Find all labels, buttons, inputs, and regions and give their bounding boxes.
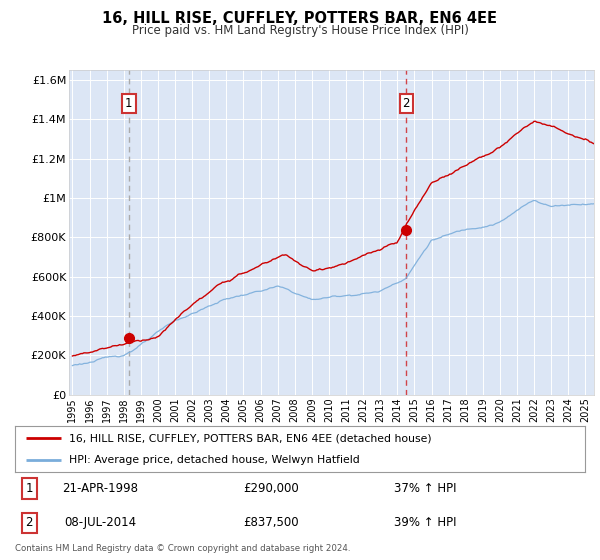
Text: 39% ↑ HPI: 39% ↑ HPI: [394, 516, 457, 529]
Text: £290,000: £290,000: [244, 482, 299, 495]
Text: 37% ↑ HPI: 37% ↑ HPI: [394, 482, 457, 495]
Text: 21-APR-1998: 21-APR-1998: [62, 482, 139, 495]
Text: 16, HILL RISE, CUFFLEY, POTTERS BAR, EN6 4EE (detached house): 16, HILL RISE, CUFFLEY, POTTERS BAR, EN6…: [69, 433, 432, 444]
Text: HPI: Average price, detached house, Welwyn Hatfield: HPI: Average price, detached house, Welw…: [69, 455, 360, 465]
Text: 2: 2: [25, 516, 33, 529]
Text: 1: 1: [125, 97, 133, 110]
Text: Price paid vs. HM Land Registry's House Price Index (HPI): Price paid vs. HM Land Registry's House …: [131, 24, 469, 36]
Text: 1: 1: [25, 482, 33, 495]
Text: Contains HM Land Registry data © Crown copyright and database right 2024.: Contains HM Land Registry data © Crown c…: [15, 544, 350, 553]
Text: £837,500: £837,500: [244, 516, 299, 529]
Text: 08-JUL-2014: 08-JUL-2014: [64, 516, 137, 529]
Text: 16, HILL RISE, CUFFLEY, POTTERS BAR, EN6 4EE: 16, HILL RISE, CUFFLEY, POTTERS BAR, EN6…: [103, 11, 497, 26]
Text: 2: 2: [403, 97, 410, 110]
